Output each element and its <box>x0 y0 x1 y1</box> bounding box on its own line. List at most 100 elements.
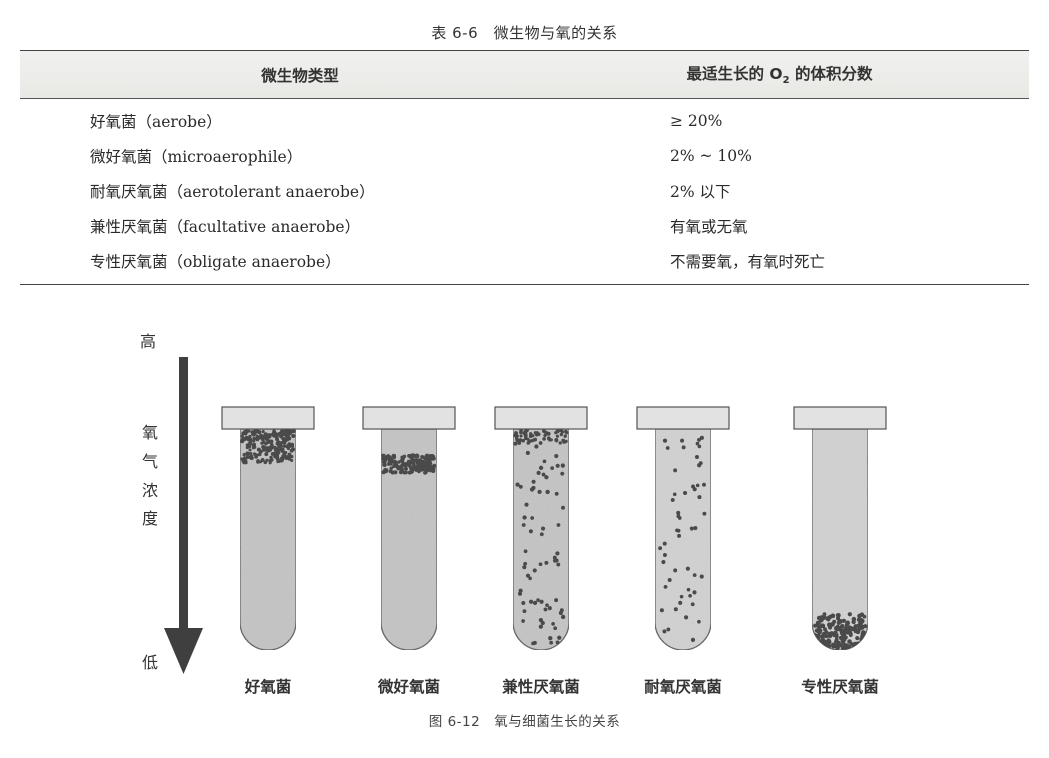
bacteria-dot <box>679 594 684 599</box>
bacteria-dot <box>524 429 529 432</box>
bacteria-dot <box>252 439 256 443</box>
bacteria-dot <box>266 448 271 453</box>
bacteria-dots <box>812 612 868 650</box>
bacteria-dot <box>857 613 862 619</box>
bacteria-dot <box>835 640 841 646</box>
bacteria-dot <box>287 429 292 433</box>
bacteria-dot <box>560 471 565 476</box>
axis-label-char: 浓 <box>142 481 158 500</box>
bacteria-dot <box>521 619 525 623</box>
bacteria-dot <box>275 437 279 442</box>
header-o2-subscript: 2 <box>782 75 790 87</box>
bacteria-dot <box>540 620 545 626</box>
bacteria-dot <box>548 636 553 641</box>
bacteria-dot <box>528 599 534 604</box>
bacteria-dot <box>531 479 536 484</box>
bacteria-dot <box>835 626 841 632</box>
bacteria-dot <box>517 591 523 596</box>
bacteria-dot <box>684 615 689 620</box>
bacteria-dot <box>851 616 857 622</box>
bacteria-dot <box>549 438 553 442</box>
axis-label-char: 氧 <box>142 423 158 442</box>
bacteria-dot <box>530 516 535 520</box>
bacteria-dot <box>541 472 546 477</box>
bacteria-dot <box>862 614 867 619</box>
bacteria-dot <box>387 460 392 465</box>
bacteria-dot <box>667 577 672 582</box>
bacteria-dot <box>282 444 286 448</box>
bacteria-dot <box>819 617 824 623</box>
bacteria-dot <box>268 461 272 465</box>
bacteria-dot <box>697 437 702 442</box>
cell-o2: 2% 以下 <box>670 182 731 201</box>
tube-label: 专性厌氧菌 <box>801 677 879 696</box>
bacteria-dot <box>276 459 280 464</box>
bacteria-dot <box>666 627 671 632</box>
bacteria-dot <box>678 600 683 605</box>
bacteria-dot <box>534 444 539 449</box>
bacteria-dot <box>272 430 277 434</box>
bacteria-dot <box>673 568 678 573</box>
bacteria-dot <box>863 639 868 644</box>
bacteria-dot <box>702 482 706 487</box>
bacteria-dot <box>519 430 523 435</box>
bacteria-dots <box>513 429 569 646</box>
bacteria-dot <box>675 528 679 533</box>
bacteria-dots <box>658 435 707 642</box>
bacteria-dot <box>543 607 548 612</box>
tube-cap <box>221 406 315 430</box>
test-tube: 好氧菌 <box>221 406 315 696</box>
bacteria-dot <box>680 438 685 443</box>
bacteria-dot <box>699 435 704 440</box>
bacteria-dot <box>847 625 852 630</box>
bacteria-dot <box>533 437 537 442</box>
oxygen-relationship-table: 微生物类型 最适生长的 O2 的体积分数 好氧菌（aerobe） ≥ 20% 微… <box>20 50 1029 285</box>
bacteria-dot <box>563 434 567 438</box>
bacteria-dot <box>839 636 845 642</box>
bacteria-dot <box>555 434 560 438</box>
bacteria-dot <box>839 623 845 629</box>
table-row: 好氧菌（aerobe） ≥ 20% <box>20 103 1029 138</box>
axis-high-label: 高 <box>140 332 156 351</box>
bacteria-dot <box>676 510 681 515</box>
bacteria-dot <box>824 630 829 635</box>
bacteria-dot <box>392 455 397 460</box>
bacteria-dot <box>529 487 535 492</box>
bacteria-dot <box>561 505 565 510</box>
bacteria-dot <box>544 560 549 565</box>
bacteria-dot <box>697 495 702 500</box>
tube-body <box>654 428 712 651</box>
bacteria-dot <box>266 439 270 443</box>
bacteria-dot <box>515 482 520 487</box>
bacteria-dot <box>840 633 846 638</box>
test-tube: 微好氧菌 <box>362 406 456 696</box>
bacteria-dot <box>564 439 568 443</box>
bacteria-dot <box>259 460 263 464</box>
bacteria-dot <box>554 491 559 496</box>
bacteria-dot <box>692 590 697 595</box>
bacteria-dot <box>422 465 427 470</box>
bacteria-dot <box>522 515 527 520</box>
tube-cap <box>636 406 730 430</box>
bacteria-dot <box>681 445 686 450</box>
bacteria-dot <box>246 453 250 457</box>
bacteria-dot <box>528 529 533 534</box>
bacteria-dot <box>242 461 246 465</box>
bacteria-dot <box>663 584 668 589</box>
bacteria-dot <box>853 627 858 633</box>
bacteria-dot <box>828 614 833 620</box>
bacteria-dot <box>395 464 399 469</box>
bacteria-dot <box>537 489 542 494</box>
header-o2-prefix: 最适生长的 O <box>686 65 783 84</box>
bacteria-dot <box>415 454 420 459</box>
bacteria-dot <box>404 470 408 475</box>
bacteria-dot <box>522 565 527 570</box>
bacteria-dot <box>246 437 251 442</box>
bacteria-dot <box>542 429 546 434</box>
header-o2-suffix: 的体积分数 <box>789 65 873 84</box>
bacteria-dot <box>556 523 561 527</box>
bacteria-dot <box>560 614 566 620</box>
bacteria-dot <box>255 437 260 442</box>
bacteria-dot <box>264 452 269 457</box>
